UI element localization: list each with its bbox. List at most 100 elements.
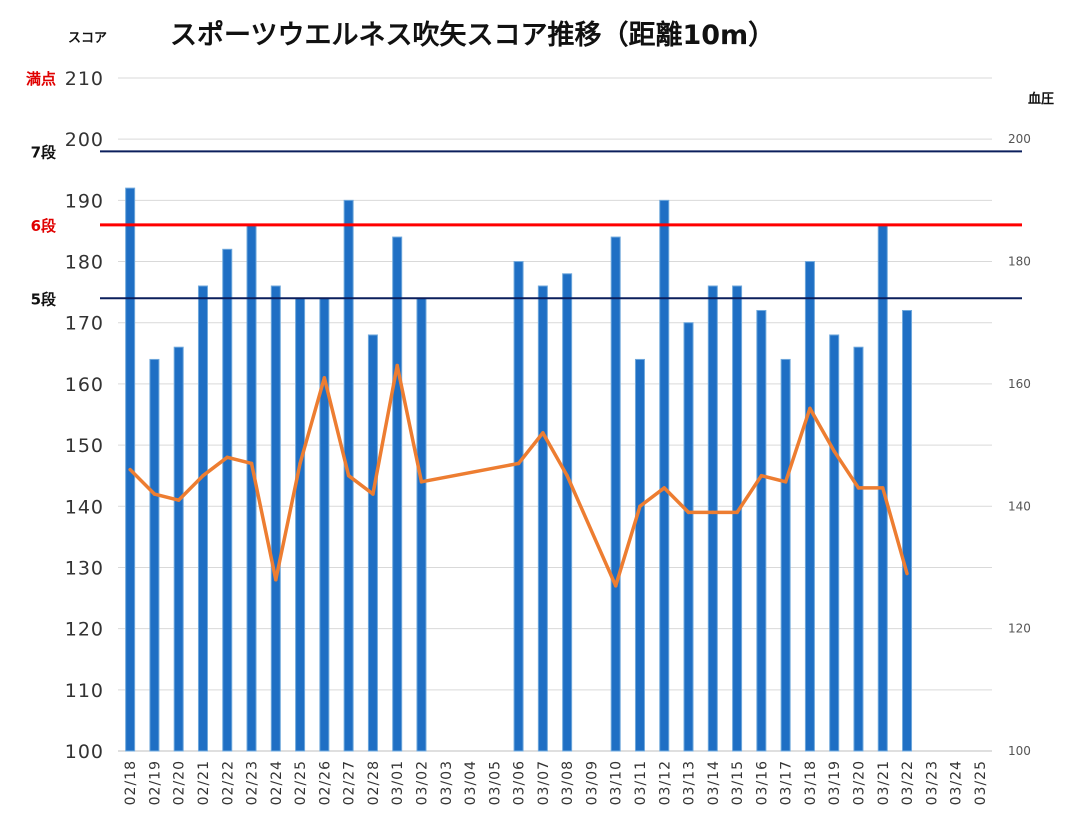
y-tick-label-left: 110 [65,680,104,702]
blood-pressure-segment [395,363,424,484]
score-bar [902,309,913,752]
score-bar [634,358,645,752]
x-tick-label: 03/14 [706,760,722,805]
x-tick-label: 02/19 [147,760,163,805]
blood-pressure-segment [783,406,812,484]
x-tick-label: 02/20 [172,760,188,805]
reference-label: 6段 [31,217,56,235]
y-axis-left-ticks: 100 110 120 130 140 150 160 170 180 190 200 210 [65,68,104,763]
x-tick-label: 02/21 [196,760,212,805]
x-tick-label: 03/06 [512,760,528,805]
blood-pressure-segment [249,461,278,582]
x-tick-label: 03/21 [876,760,892,805]
score-bar [829,334,840,752]
x-tick-label: 03/22 [900,760,916,805]
score-bar [610,236,621,752]
y-tick-label-left: 200 [65,129,104,151]
x-tick-label: 03/15 [730,760,746,805]
x-tick-label: 02/26 [317,760,333,805]
x-tick-label: 03/18 [803,760,819,805]
reference-lines: 満点 7段 6段 5段 [26,70,1022,308]
y-tick-label-right: 200 [1008,132,1031,146]
blood-pressure-segment [128,467,157,496]
x-tick-label: 02/24 [269,760,285,805]
score-bar [367,334,378,752]
blood-pressure-segment [613,504,642,588]
score-bar [513,261,524,752]
y-tick-label-left: 120 [65,619,104,641]
blood-pressure-segment [638,486,666,509]
reference-label: 5段 [31,290,56,308]
blood-pressure-segment [735,473,764,515]
reference-label: 満点 [26,70,56,88]
x-tick-label: 03/05 [487,760,503,805]
score-bar [683,322,694,752]
score-bar [853,346,864,752]
x-tick-label: 03/02 [414,760,430,805]
y-tick-label-left: 130 [65,557,104,579]
blood-pressure-segment [419,461,521,484]
chart-title: スポーツウエルネス吹矢スコア推移（距離10m） [170,19,775,51]
blood-pressure-segment [152,492,181,502]
blood-pressure-segment [201,455,229,478]
blood-pressure-segment [565,473,618,588]
x-tick-label: 02/27 [342,760,358,805]
blood-pressure-segment [346,473,375,496]
x-tick-label: 03/19 [827,760,843,805]
x-tick-label: 03/03 [439,760,455,805]
x-tick-label: 03/23 [924,760,940,805]
score-bar [416,297,427,752]
blood-pressure-segment [541,431,569,478]
blood-pressure-segment [881,486,909,576]
x-tick-label: 03/01 [390,760,406,805]
y-tick-label-left: 190 [65,190,104,212]
blood-pressure-segment [322,376,351,478]
blood-pressure-segment [371,363,399,496]
bar-series [125,187,913,752]
gridlines [118,77,992,752]
x-tick-label: 03/20 [851,760,867,805]
score-bar [197,285,208,752]
y-tick-label-right: 140 [1008,499,1031,513]
x-tick-label: 02/18 [123,760,139,805]
reference-label: 7段 [31,143,56,161]
line-series [128,363,909,588]
y-tick-label-left: 140 [65,496,104,518]
x-tick-label: 02/28 [366,760,382,805]
score-bar [295,297,306,752]
score-bar [562,273,573,752]
score-bar [707,285,718,752]
score-bar [804,261,815,752]
y-tick-label-left: 210 [65,68,104,90]
score-bar [756,309,767,752]
x-tick-label: 03/16 [754,760,770,805]
x-tick-label: 03/25 [973,760,989,805]
x-tick-label: 03/04 [463,760,479,805]
x-tick-label: 03/07 [536,760,552,805]
blood-pressure-segment [516,431,545,466]
score-bar [659,199,670,752]
y-tick-label-right: 120 [1008,622,1031,636]
x-tick-label: 03/12 [657,760,673,805]
score-bar [173,346,184,752]
blood-pressure-segment [808,406,836,453]
y-tick-label-left: 170 [65,313,104,335]
y-axis-right-ticks: 100 120 140 160 180 200 [1008,132,1031,758]
blood-pressure-segment [274,461,302,582]
blood-pressure-segment [176,473,205,502]
x-tick-label: 02/22 [220,760,236,805]
x-tick-label: 03/10 [609,760,625,805]
score-bar [537,285,548,752]
y-tick-label-left: 100 [65,741,104,763]
score-bar [732,285,743,752]
score-bar [270,285,281,752]
y-axis-left-label: スコア [68,31,107,46]
y-tick-label-left: 180 [65,252,104,274]
x-tick-label: 03/13 [682,760,698,805]
x-tick-label: 03/24 [949,760,965,805]
x-tick-label: 02/23 [245,760,261,805]
x-tick-label: 02/25 [293,760,309,805]
score-bar [149,358,160,752]
y-tick-label-right: 160 [1008,377,1031,391]
